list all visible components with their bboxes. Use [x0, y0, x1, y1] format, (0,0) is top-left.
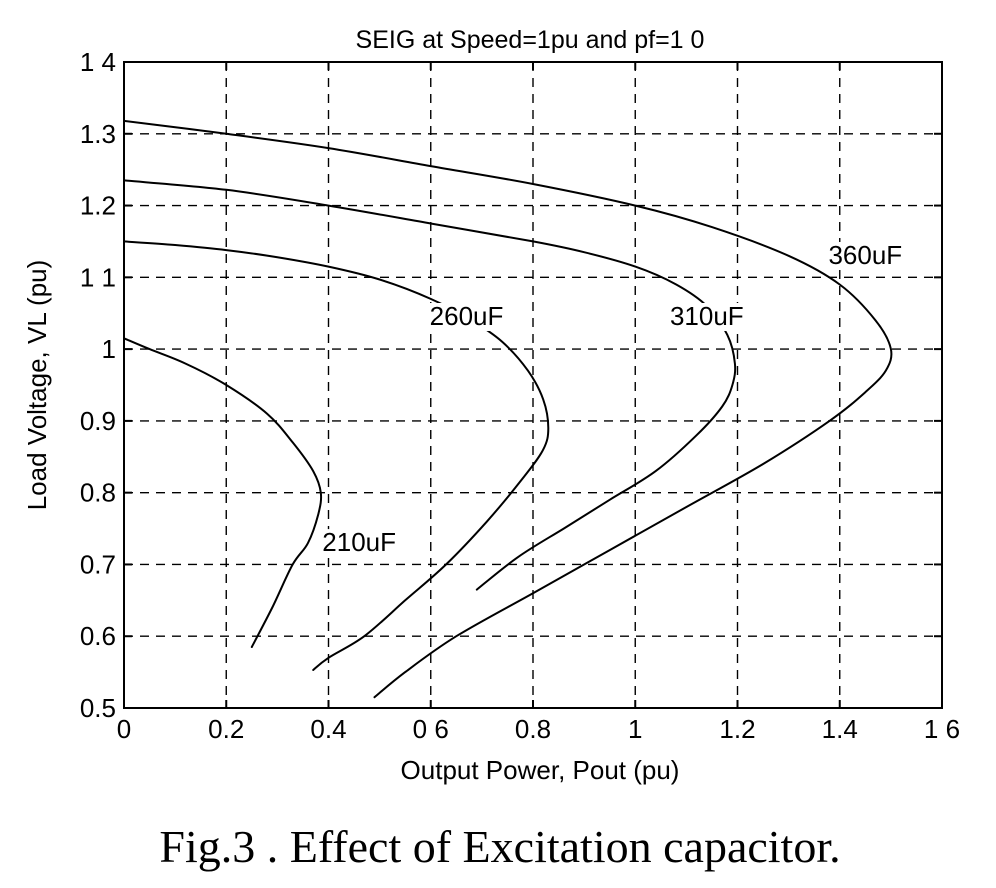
series-line-360uf: [123, 119, 893, 699]
y-tick-label: 0.5: [80, 693, 116, 723]
y-tick-label: 0.9: [80, 406, 116, 436]
x-tick-label: 0 6: [413, 714, 449, 744]
x-tick-label: 1.4: [822, 714, 858, 744]
y-tick-label: 1.2: [80, 191, 116, 221]
x-tick-label: 0.2: [208, 714, 244, 744]
y-tick-label: 1 4: [80, 47, 116, 77]
x-tick-label: 1: [628, 714, 642, 744]
curve-label-210uf: 210uF: [322, 527, 396, 557]
y-tick-label: 0.6: [80, 621, 116, 651]
y-tick-label: 1: [102, 334, 116, 364]
x-tick-label: 1.2: [719, 714, 755, 744]
x-axis-label: Output Power, Pout (pu): [401, 755, 680, 785]
y-tick-label: 1 1: [80, 262, 116, 292]
x-tick-label: 0.8: [515, 714, 551, 744]
y-tick-label: 0.7: [80, 549, 116, 579]
figure-caption: Fig.3 . Effect of Excitation capacitor.: [159, 821, 840, 872]
curve-label-360uf: 360uF: [828, 240, 902, 270]
axis-ticks: 0 0.2 0.4 0 6 0.8 1 1.2 1.4 1 6 0.5 0.6 0.7 0.8 0.9 1 1…: [80, 47, 960, 744]
series-line-210uf: [123, 337, 323, 648]
grid: [124, 62, 942, 708]
x-tick-label: 1 6: [924, 714, 960, 744]
chart-title: SEIG at Speed=1pu and pf=1 0: [356, 26, 705, 54]
series-line-260uf: [123, 240, 550, 671]
curve-label-260uf: 260uF: [430, 301, 504, 331]
series-line-310uf: [123, 179, 737, 591]
y-axis-label: Load Voltage, VL (pu): [22, 260, 52, 511]
curve-label-bg: [427, 302, 507, 331]
curve-labels: 210uF 260uF 310uF 360uF: [319, 240, 905, 558]
curve-label-310uf: 310uF: [670, 301, 744, 331]
x-tick-label: 0: [117, 714, 131, 744]
curve-label-bg: [319, 529, 399, 558]
y-tick-label: 0.8: [80, 478, 116, 508]
y-tick-label: 1.3: [80, 119, 116, 149]
curve-label-bg: [825, 241, 905, 270]
curve-label-bg: [667, 302, 747, 331]
curves: [123, 119, 893, 699]
x-tick-label: 0.4: [310, 714, 346, 744]
